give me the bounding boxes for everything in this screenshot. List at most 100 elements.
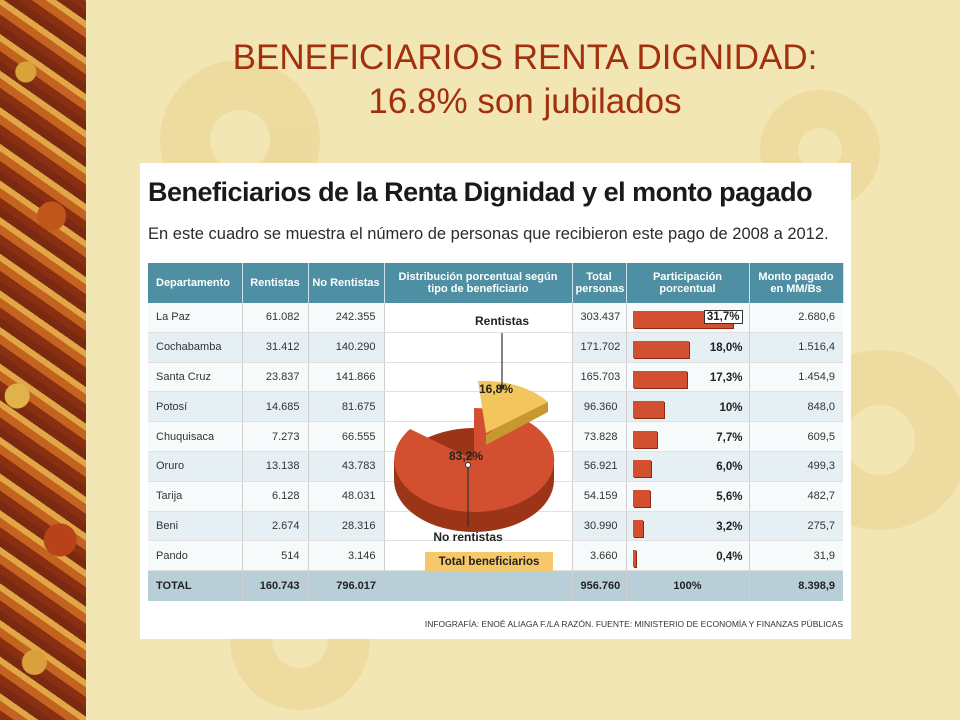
participation-bar xyxy=(632,341,690,359)
table-row: Tarija 6.128 48.031 54.159 5,6% 482,7 xyxy=(148,481,843,512)
participation-label: 6,0% xyxy=(716,461,743,474)
cell-no-rentistas: 141.866 xyxy=(307,362,384,393)
cell-total-personas: 3.660 xyxy=(571,540,626,572)
cell-no-rentistas: 140.290 xyxy=(307,332,384,363)
cell-rentistas: 14.685 xyxy=(241,391,308,423)
table-header-row: Departamento Rentistas No Rentistas Dist… xyxy=(148,263,844,303)
decorative-left-strip xyxy=(0,0,86,720)
participation-bar-wrap: 6,0% xyxy=(632,456,743,478)
total-departamento: TOTAL xyxy=(148,570,242,602)
total-beneficiarios-label: Total beneficiarios xyxy=(425,552,553,572)
cell-participacion: 31,7% xyxy=(625,303,749,333)
table-total-row: TOTAL 160.743 796.017 956.760 100% 8.398,9 xyxy=(148,570,843,602)
cell-distribucion xyxy=(383,451,572,482)
cell-no-rentistas: 81.675 xyxy=(307,391,384,423)
cell-participacion: 18,0% xyxy=(625,332,749,363)
cell-departamento: Pando xyxy=(148,540,242,572)
cell-monto: 1.454,9 xyxy=(748,362,843,393)
cell-distribucion xyxy=(383,303,572,333)
cell-rentistas: 31.412 xyxy=(241,332,308,363)
cell-departamento: Santa Cruz xyxy=(148,362,242,393)
cell-no-rentistas: 43.783 xyxy=(307,451,384,482)
cell-rentistas: 7.273 xyxy=(241,421,308,452)
participation-bar xyxy=(632,400,665,418)
cell-monto: 609,5 xyxy=(748,421,843,452)
cell-distribucion xyxy=(383,481,572,512)
participation-label: 3,2% xyxy=(716,520,743,533)
table-row: Chuquisaca 7.273 66.555 73.828 7,7% 609,5 xyxy=(148,421,843,452)
participation-bar-wrap: 3,2% xyxy=(632,516,743,537)
cell-no-rentistas: 3.146 xyxy=(307,540,384,572)
col-header-monto: Monto pagado en MM/Bs xyxy=(749,263,844,303)
cell-participacion: 0,4% xyxy=(625,540,749,572)
participation-bar-wrap: 7,7% xyxy=(632,427,743,448)
cell-participacion: 3,2% xyxy=(625,511,749,542)
total-personas: 956.760 xyxy=(571,570,626,602)
cell-participacion: 5,6% xyxy=(625,481,749,512)
cell-rentistas: 61.082 xyxy=(241,303,308,333)
infographic-image: Beneficiarios de la Renta Dignidad y el … xyxy=(140,163,851,639)
cell-rentistas: 2.674 xyxy=(241,511,308,542)
cell-departamento: La Paz xyxy=(148,303,242,333)
slide-title: BENEFICIARIOS RENTA DIGNIDAD: 16.8% son … xyxy=(110,36,940,124)
table-row: Beni 2.674 28.316 30.990 3,2% 275,7 xyxy=(148,511,843,542)
cell-monto: 848,0 xyxy=(748,391,843,423)
cell-total-personas: 165.703 xyxy=(571,362,626,393)
participation-label: 31,7% xyxy=(703,310,743,325)
cell-participacion: 7,7% xyxy=(625,421,749,452)
cell-rentistas: 13.138 xyxy=(241,451,308,482)
col-header-distribucion: Distribución porcentual según tipo de be… xyxy=(384,263,573,303)
table-row: La Paz 61.082 242.355 303.437 31,7% 2.680,6 xyxy=(148,303,843,333)
cell-monto: 1.516,4 xyxy=(748,332,843,363)
cell-monto: 275,7 xyxy=(748,511,843,542)
cell-total-personas: 96.360 xyxy=(571,391,626,423)
total-no-rentistas: 796.017 xyxy=(307,570,384,602)
cell-monto: 499,3 xyxy=(748,451,843,482)
cell-no-rentistas: 28.316 xyxy=(307,511,384,542)
participation-bar-wrap: 31,7% xyxy=(632,307,743,329)
col-header-participacion: Participación porcentual xyxy=(626,263,750,303)
cell-departamento: Potosí xyxy=(148,391,242,423)
cell-monto: 2.680,6 xyxy=(748,303,843,333)
infographic-credit: INFOGRAFÍA: ENOÉ ALIAGA F./LA RAZÓN. FUE… xyxy=(424,619,843,629)
cell-total-personas: 56.921 xyxy=(571,451,626,482)
cell-total-personas: 54.159 xyxy=(571,481,626,512)
participation-bar-wrap: 0,4% xyxy=(632,546,743,567)
participation-bar-wrap: 5,6% xyxy=(632,486,743,508)
participation-bar-wrap: 18,0% xyxy=(632,337,743,359)
cell-distribucion xyxy=(383,511,572,542)
participation-bar-wrap: 17,3% xyxy=(632,367,743,388)
participation-bar xyxy=(632,430,657,448)
participation-label: 5,6% xyxy=(716,491,743,504)
cell-departamento: Beni xyxy=(148,511,242,542)
participation-label: 10% xyxy=(719,401,743,414)
cell-monto: 31,9 xyxy=(748,540,843,572)
slide-title-line2: 16.8% son jubilados xyxy=(368,82,682,121)
cell-total-personas: 171.702 xyxy=(571,332,626,363)
participation-bar xyxy=(632,490,651,508)
cell-departamento: Chuquisaca xyxy=(148,421,242,452)
participation-label: 18,0% xyxy=(709,342,743,355)
cell-departamento: Cochabamba xyxy=(148,332,242,363)
slide-title-line1: BENEFICIARIOS RENTA DIGNIDAD: xyxy=(232,38,818,77)
total-rentistas: 160.743 xyxy=(241,570,308,602)
cell-rentistas: 514 xyxy=(241,540,308,572)
cell-distribucion xyxy=(383,362,572,393)
cell-distribucion xyxy=(383,332,572,363)
beneficiaries-table: Departamento Rentistas No Rentistas Dist… xyxy=(148,263,844,602)
participation-label: 17,3% xyxy=(709,371,743,384)
cell-distribucion xyxy=(383,421,572,452)
table-row: Potosí 14.685 81.675 96.360 10% 848,0 xyxy=(148,391,843,423)
cell-departamento: Oruro xyxy=(148,451,242,482)
participation-label: 7,7% xyxy=(716,431,743,444)
participation-bar-wrap: 10% xyxy=(632,397,743,418)
cell-no-rentistas: 242.355 xyxy=(307,303,384,333)
table-row: Oruro 13.138 43.783 56.921 6,0% 499,3 xyxy=(148,451,843,482)
participation-bar xyxy=(632,549,636,567)
cell-monto: 482,7 xyxy=(748,481,843,512)
participation-label: 0,4% xyxy=(716,550,743,563)
col-header-departamento: Departamento xyxy=(148,263,243,303)
cell-total-personas: 303.437 xyxy=(571,303,626,333)
table-row: Santa Cruz 23.837 141.866 165.703 17,3% 1.454… xyxy=(148,362,843,393)
total-distribucion xyxy=(384,570,572,602)
